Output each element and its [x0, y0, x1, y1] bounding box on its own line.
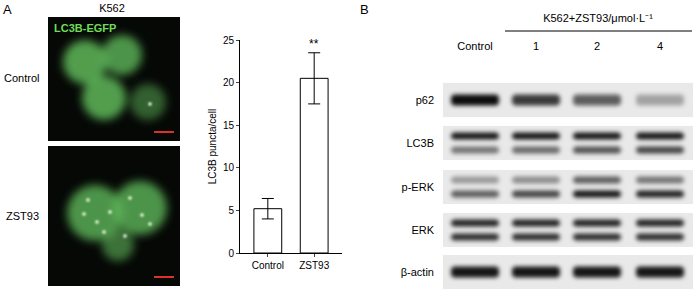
svg-text:**: ** [309, 37, 319, 51]
svg-text:A: A [3, 2, 12, 17]
svg-text:ZST93: ZST93 [6, 210, 39, 222]
svg-text:p-ERK: p-ERK [402, 181, 435, 193]
svg-text:LC3B puncta/cell: LC3B puncta/cell [207, 109, 218, 185]
svg-text:20: 20 [223, 77, 235, 88]
svg-text:2: 2 [594, 40, 600, 52]
svg-text:4: 4 [657, 40, 663, 52]
svg-text:β-actin: β-actin [401, 266, 434, 278]
svg-text:LC3B-EGFP: LC3B-EGFP [54, 22, 116, 34]
svg-text:K562+ZST93/μmol·L⁻¹: K562+ZST93/μmol·L⁻¹ [543, 12, 653, 24]
svg-text:25: 25 [223, 35, 235, 46]
svg-text:0: 0 [228, 248, 234, 259]
svg-text:10: 10 [223, 162, 235, 173]
svg-text:LC3B: LC3B [406, 137, 434, 149]
svg-text:Control: Control [252, 260, 284, 271]
svg-text:1: 1 [533, 40, 539, 52]
svg-text:Control: Control [457, 40, 492, 52]
svg-text:ZST93: ZST93 [299, 260, 329, 271]
svg-text:B: B [360, 2, 369, 17]
svg-text:ERK: ERK [411, 224, 434, 236]
svg-text:K562: K562 [99, 2, 125, 14]
svg-text:p62: p62 [416, 94, 434, 106]
svg-text:5: 5 [228, 205, 234, 216]
svg-text:15: 15 [223, 120, 235, 131]
svg-text:Control: Control [4, 72, 39, 84]
